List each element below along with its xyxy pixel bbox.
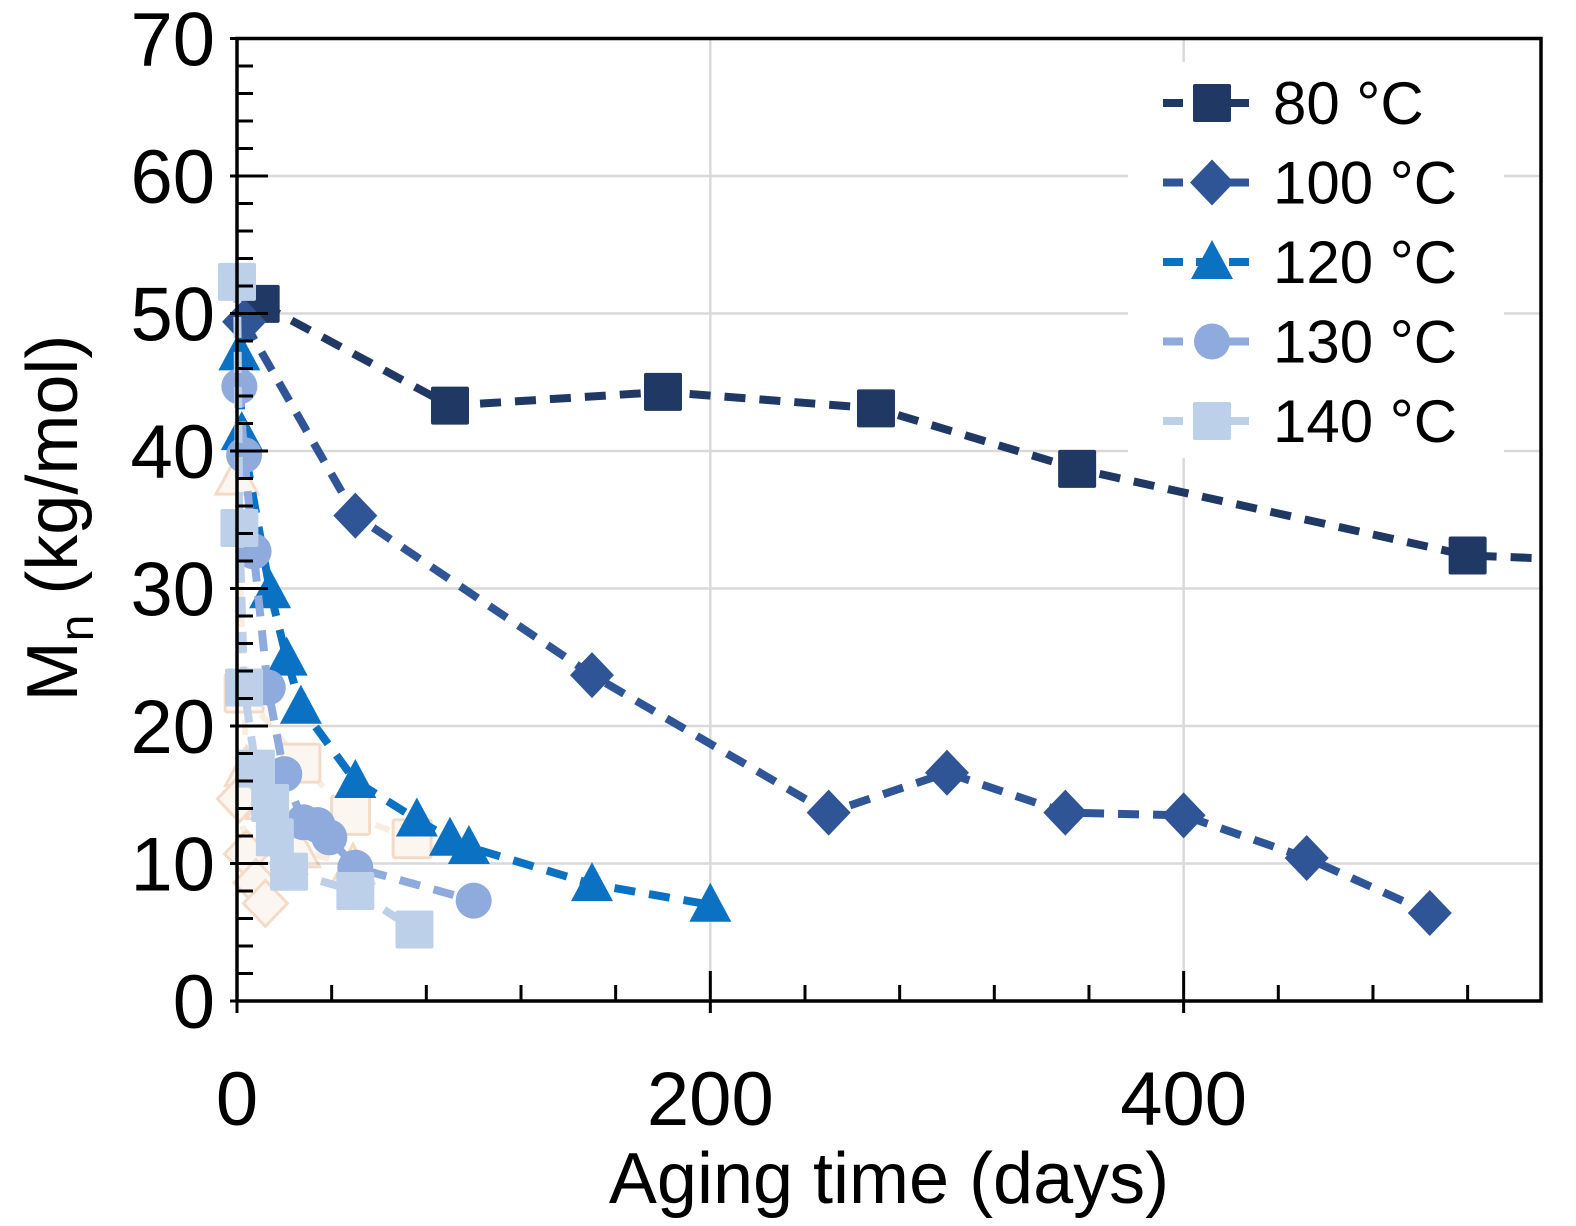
circle-marker bbox=[226, 437, 263, 474]
square-marker bbox=[236, 749, 275, 788]
y-axis-title-units: (kg/mol) bbox=[13, 334, 93, 615]
diamond-marker bbox=[333, 492, 378, 539]
x-tick-label: 200 bbox=[647, 1057, 774, 1142]
diamond-marker bbox=[1284, 835, 1329, 881]
triangle-marker bbox=[265, 636, 308, 676]
triangle-marker bbox=[1191, 240, 1233, 279]
y-tick-label: 70 bbox=[130, 0, 215, 83]
triangle-marker bbox=[279, 684, 322, 724]
series-line bbox=[235, 386, 475, 905]
y-tick-label: 60 bbox=[130, 135, 215, 220]
square-marker bbox=[336, 872, 375, 910]
square-marker bbox=[255, 818, 294, 857]
y-tick-label: 20 bbox=[130, 685, 215, 770]
square-marker bbox=[1193, 402, 1231, 440]
y-tick-label: 30 bbox=[130, 548, 215, 633]
diamond-marker bbox=[806, 789, 851, 836]
diamond-marker bbox=[1043, 789, 1088, 836]
square-marker bbox=[270, 852, 309, 891]
diamond-marker bbox=[1190, 159, 1234, 206]
square-marker bbox=[1058, 449, 1097, 488]
circle-marker bbox=[1194, 323, 1230, 360]
x-tick-label: 400 bbox=[1120, 1057, 1247, 1142]
triangle-marker bbox=[218, 331, 261, 371]
y-tick-label: 40 bbox=[130, 410, 215, 495]
y-axis-title-subscript: n bbox=[51, 614, 104, 642]
y-axis-title-main: M bbox=[13, 641, 93, 702]
series-80c bbox=[241, 284, 1542, 575]
ghost-diamond-marker bbox=[241, 878, 290, 929]
series-line bbox=[240, 319, 1432, 917]
legend-item-100c: 100 °C bbox=[1163, 150, 1457, 217]
gridlines bbox=[237, 38, 1541, 1001]
square-marker bbox=[643, 372, 682, 411]
legend-label: 130 °C bbox=[1273, 309, 1457, 376]
triangle-marker bbox=[395, 797, 438, 837]
legend-label: 140 °C bbox=[1273, 388, 1457, 455]
y-axis-title: Mn (kg/mol) bbox=[12, 158, 104, 878]
square-marker bbox=[430, 386, 469, 425]
legend-label: 120 °C bbox=[1273, 229, 1457, 296]
square-marker bbox=[1193, 84, 1231, 122]
diamond-marker bbox=[924, 749, 969, 796]
circle-marker bbox=[455, 882, 492, 919]
legend-item-130c: 130 °C bbox=[1163, 309, 1457, 376]
x-axis-title: Aging time (days) bbox=[608, 1139, 1170, 1219]
legend-background bbox=[1128, 62, 1504, 458]
series-140c bbox=[218, 262, 434, 949]
square-marker bbox=[220, 509, 259, 547]
legend-label: 100 °C bbox=[1273, 150, 1457, 217]
square-marker bbox=[251, 784, 290, 822]
circle-marker bbox=[311, 819, 348, 856]
tick-labels: 0 10 20 30 40 50 60 70 0 200 400 bbox=[130, 0, 1247, 1142]
y-tick-label: 50 bbox=[130, 273, 215, 358]
diamond-marker bbox=[1161, 792, 1206, 839]
legend-item-120c: 120 °C bbox=[1163, 229, 1457, 296]
square-marker bbox=[395, 910, 434, 949]
triangle-marker bbox=[447, 825, 490, 864]
x-tick-label: 0 bbox=[216, 1057, 258, 1142]
legend-item-80c: 80 °C bbox=[1163, 70, 1424, 137]
triangle-marker bbox=[334, 759, 377, 798]
series-line bbox=[233, 281, 417, 933]
diamond-marker bbox=[222, 298, 267, 345]
square-marker bbox=[1448, 536, 1487, 575]
circle-marker bbox=[266, 756, 303, 793]
series-100c bbox=[222, 298, 1452, 936]
diamond-marker bbox=[1407, 890, 1452, 936]
y-tick-label: 10 bbox=[130, 823, 215, 908]
legend-item-140c: 140 °C bbox=[1163, 388, 1457, 455]
square-marker bbox=[856, 389, 895, 428]
legend-label: 80 °C bbox=[1273, 70, 1424, 137]
axes bbox=[230, 36, 1543, 1013]
triangle-marker bbox=[570, 862, 613, 902]
diamond-marker bbox=[569, 652, 614, 699]
y-tick-label: 0 bbox=[173, 960, 215, 1045]
legend: 80 °C 100 °C 120 °C 130 °C 140 °C bbox=[1128, 62, 1504, 458]
square-marker bbox=[225, 668, 264, 707]
triangle-marker bbox=[689, 882, 732, 922]
